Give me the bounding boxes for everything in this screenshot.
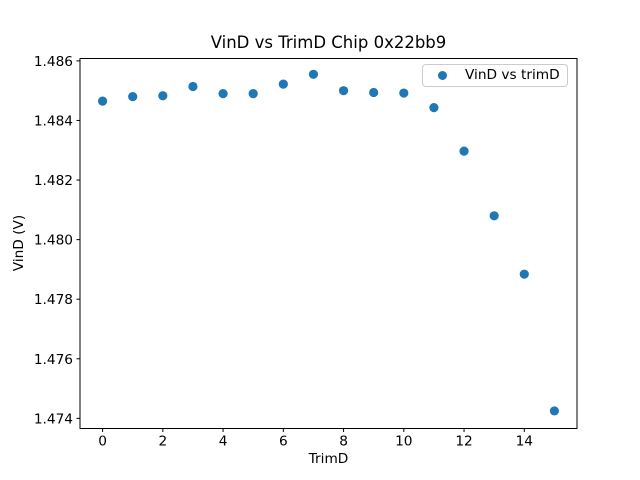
x-tick-label: 0: [98, 434, 107, 450]
data-point: [369, 87, 379, 98]
y-tick-label: 1.480: [34, 233, 73, 249]
y-axis-label: VinD (V): [10, 214, 27, 272]
data-point: [128, 92, 138, 102]
data-point: [429, 103, 439, 113]
legend: VinD vs trimD: [422, 64, 568, 87]
data-point: [489, 211, 499, 221]
data-point: [549, 406, 560, 416]
axes-frame: [79, 58, 578, 429]
data-point: [188, 81, 198, 92]
data-point: [308, 69, 319, 79]
data-point: [278, 79, 288, 89]
y-tick-label: 1.484: [34, 113, 73, 129]
data-point: [248, 89, 258, 99]
data-point: [519, 269, 529, 279]
data-point: [97, 96, 108, 106]
data-point: [459, 146, 469, 156]
chart-title: VinD vs TrimD Chip 0x22bb9: [210, 33, 447, 52]
y-tick-label: 1.478: [34, 292, 73, 308]
x-tick-label: 6: [279, 434, 288, 450]
x-tick-label: 14: [516, 434, 533, 450]
x-axis-label: TrimD: [308, 451, 349, 467]
y-tick-label: 1.486: [34, 54, 73, 70]
x-tick-label: 4: [219, 434, 228, 450]
data-point: [158, 91, 168, 101]
x-tick-label: 12: [455, 434, 472, 450]
data-point: [338, 86, 349, 96]
legend-label: VinD vs trimD: [465, 66, 560, 83]
y-tick-label: 1.476: [34, 352, 73, 368]
data-point: [399, 88, 409, 98]
x-tick-label: 10: [395, 434, 412, 450]
data-point: [218, 89, 228, 99]
x-tick-label: 2: [158, 434, 167, 450]
x-tick-label: 8: [339, 434, 348, 450]
legend-marker-icon: [438, 71, 447, 80]
y-tick-label: 1.482: [34, 173, 73, 189]
y-tick-label: 1.474: [34, 411, 73, 427]
